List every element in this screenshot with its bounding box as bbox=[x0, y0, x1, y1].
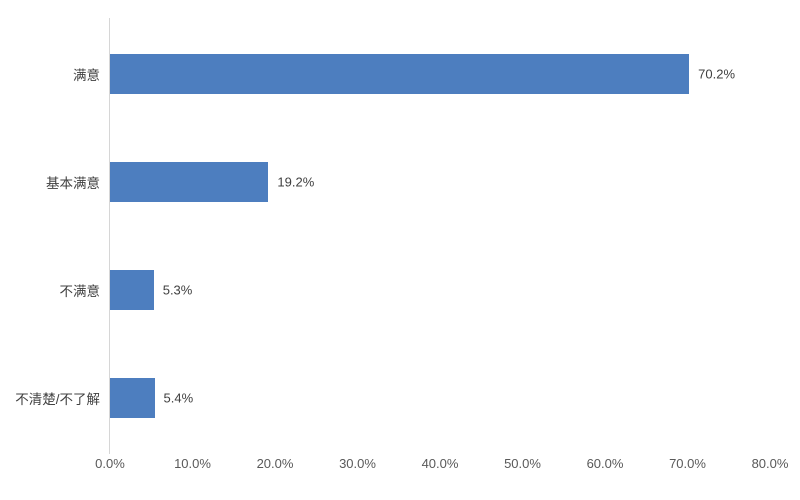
value-label: 5.3% bbox=[162, 282, 193, 298]
category-label: 满意 bbox=[73, 68, 100, 83]
bar bbox=[110, 162, 269, 202]
value-label: 5.4% bbox=[163, 390, 194, 406]
bar bbox=[110, 54, 690, 94]
category-label: 不满意 bbox=[59, 284, 101, 299]
x-axis-tick-label: 40.0% bbox=[421, 456, 459, 471]
value-label: 70.2% bbox=[698, 66, 736, 82]
x-axis-tick-label: 60.0% bbox=[586, 456, 624, 471]
category-label: 不清楚/不了解 bbox=[15, 392, 100, 407]
x-axis-tick-label: 0.0% bbox=[95, 456, 125, 471]
x-axis-tick-label: 30.0% bbox=[339, 456, 376, 471]
bar bbox=[110, 378, 155, 418]
x-axis-tick-label: 50.0% bbox=[504, 456, 541, 471]
bar bbox=[110, 270, 154, 310]
y-axis-line bbox=[109, 18, 110, 454]
category-label: 基本满意 bbox=[46, 176, 100, 191]
x-axis-tick-label: 20.0% bbox=[256, 456, 294, 471]
x-axis-tick-label: 70.0% bbox=[669, 456, 706, 471]
x-axis-tick-label: 80.0% bbox=[751, 456, 789, 471]
value-label: 19.2% bbox=[277, 174, 315, 190]
x-axis-tick-label: 10.0% bbox=[174, 456, 211, 471]
